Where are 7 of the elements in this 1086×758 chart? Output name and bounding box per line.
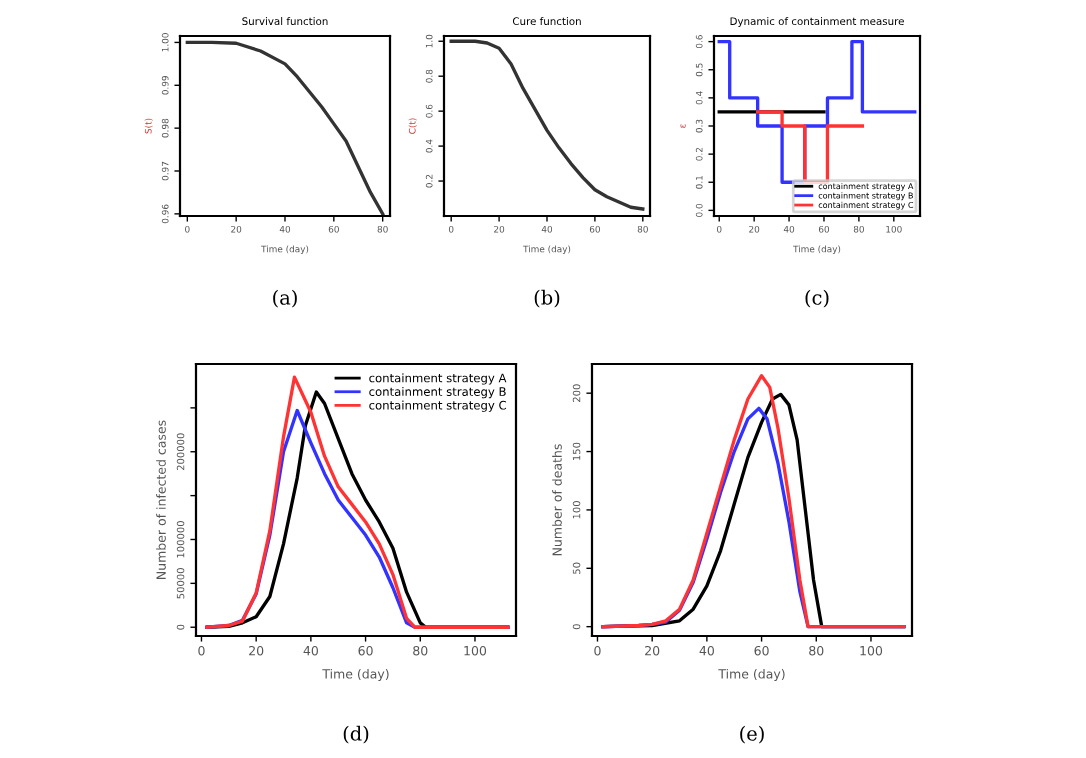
text: (c) [805,289,829,308]
line-series [449,39,645,211]
text: (b) [534,289,560,308]
text: (a) [273,289,297,308]
text: (d) [343,725,369,744]
text: (e) [740,725,764,744]
line-series [185,40,385,216]
